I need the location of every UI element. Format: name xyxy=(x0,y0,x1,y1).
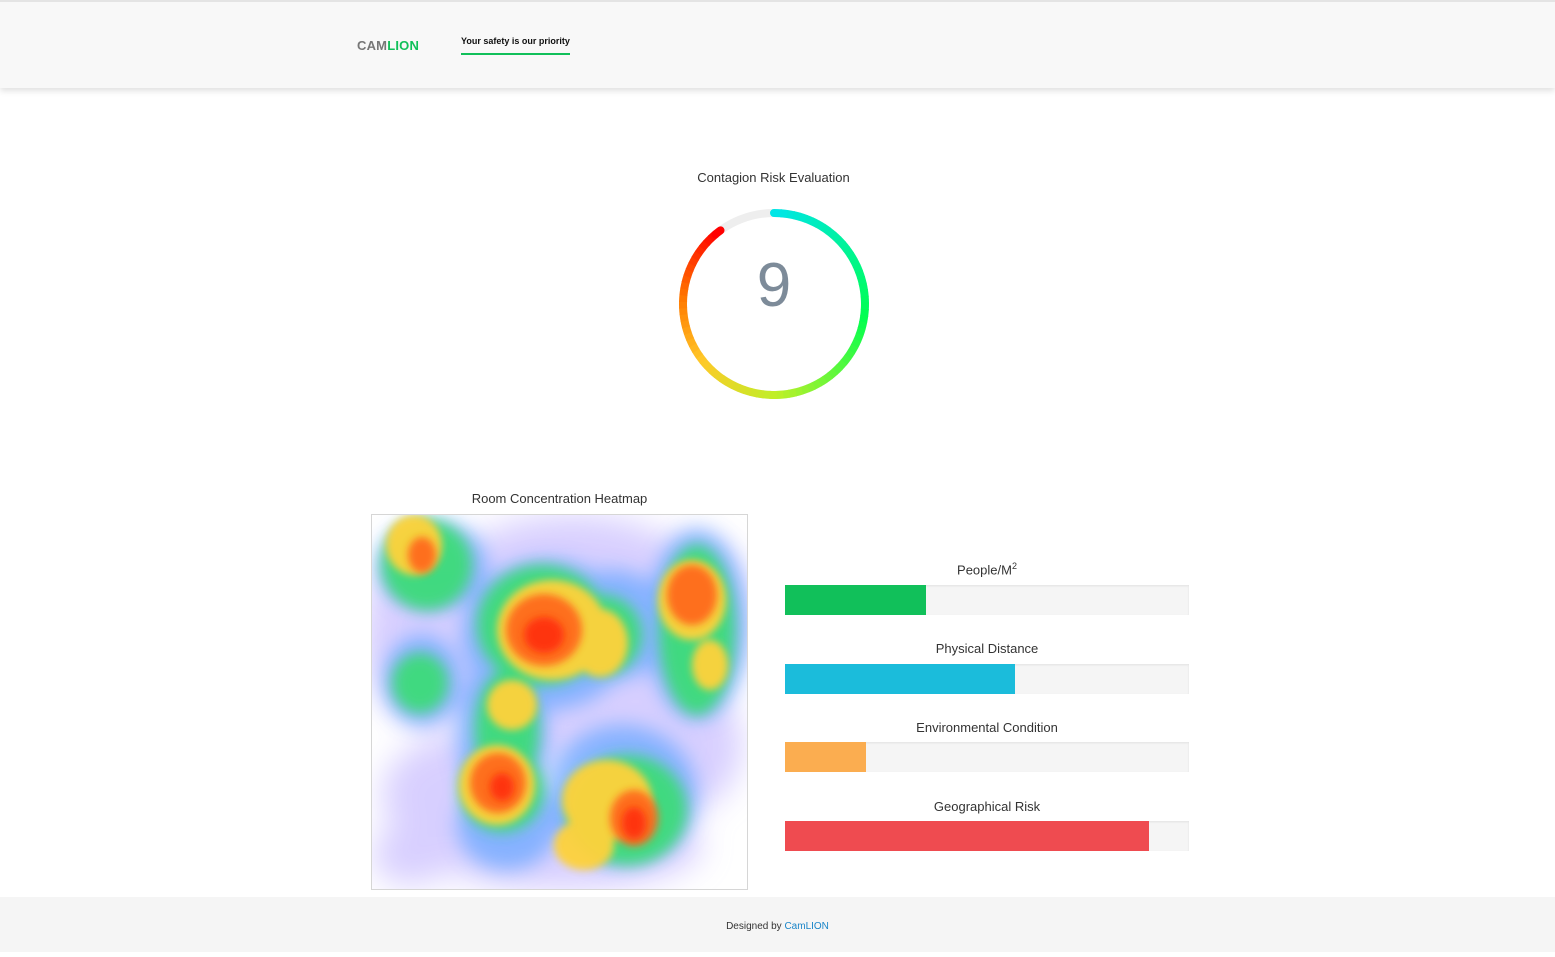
gauge-arc-segment xyxy=(696,350,700,356)
gauge-arc-segment xyxy=(782,394,789,395)
metric-label-geographical-risk: Geographical Risk xyxy=(785,799,1189,814)
brand-part-cam: CAM xyxy=(357,38,387,53)
progress-fill xyxy=(785,821,1149,851)
footer-prefix: Designed by xyxy=(726,921,782,932)
gauge-arc-segment xyxy=(787,214,794,215)
gauge-arc-segment xyxy=(839,362,844,367)
gauge-arc-segment xyxy=(690,339,693,346)
gauge-arc-segment xyxy=(813,383,820,386)
gauge-arc-segment xyxy=(780,213,787,214)
gauge-arc-segment xyxy=(805,219,812,222)
gauge-arc-segment xyxy=(744,390,751,392)
gauge-arc-segment xyxy=(738,388,745,391)
gauge-arc-segment xyxy=(830,371,836,376)
room-heatmap xyxy=(371,514,748,890)
progress-physical-distance xyxy=(785,664,1189,694)
brand-part-lion: LION xyxy=(387,38,419,53)
heatmap-image xyxy=(372,515,748,890)
footer: Designed by CamLION xyxy=(0,897,1555,952)
gauge-arc-segment xyxy=(847,352,851,358)
gauge-arc-segment xyxy=(838,239,843,244)
gauge-arc-segment xyxy=(811,221,818,224)
gauge-arc-segment xyxy=(824,375,830,379)
navbar: CAMLION Your safety is our priority xyxy=(0,0,1555,88)
gauge-arc-segment xyxy=(823,227,829,231)
gauge-arc-segment xyxy=(692,344,696,350)
gauge-arc-segment xyxy=(707,366,712,371)
gauge-arc-segment xyxy=(844,357,849,363)
gauge-arc-segment xyxy=(712,370,718,375)
metric-label-environmental-condition: Environmental Condition xyxy=(785,720,1189,735)
nav-tagline-link[interactable]: Your safety is our priority xyxy=(461,36,570,55)
gauge-arc-segment xyxy=(860,328,862,335)
gauge-arc-segment xyxy=(686,326,688,333)
gauge-arc-segment xyxy=(833,235,838,240)
gauge-arc-segment xyxy=(807,386,814,389)
gauge-arc-segment xyxy=(699,356,703,362)
gauge-arc-segment xyxy=(793,215,800,217)
gauge-arc-segment xyxy=(721,378,727,382)
brand-logo[interactable]: CAMLION xyxy=(357,38,419,53)
metric-label-people-density: People/M2 xyxy=(785,561,1189,577)
progress-people-density xyxy=(785,585,1189,615)
progress-fill xyxy=(785,664,1015,694)
gauge-arc-segment xyxy=(857,334,860,341)
metric-label-physical-distance: Physical Distance xyxy=(785,641,1189,656)
footer-link[interactable]: CamLION xyxy=(784,921,828,932)
gauge-arc-segment xyxy=(851,346,855,352)
gauge-arc-segment xyxy=(703,361,708,367)
gauge-arc-segment xyxy=(688,333,691,340)
risk-score: 9 xyxy=(674,246,874,326)
gauge-arc-segment xyxy=(732,385,739,388)
gauge-arc-segment xyxy=(817,224,823,228)
gauge-arc-segment xyxy=(727,382,733,386)
gauge-arc-segment xyxy=(757,393,764,394)
gauge-arc-segment xyxy=(828,231,834,236)
gauge-arc-segment xyxy=(854,340,857,347)
gauge-arc-segment xyxy=(789,392,796,393)
gauge-arc-segment xyxy=(706,238,711,243)
gauge-arc-segment xyxy=(716,374,722,378)
risk-title: Contagion Risk Evaluation xyxy=(0,170,1547,185)
heatmap-title: Room Concentration Heatmap xyxy=(371,491,748,506)
progress-geographical-risk xyxy=(785,821,1189,851)
progress-fill xyxy=(785,585,926,615)
gauge-arc-segment xyxy=(799,217,806,219)
gauge-arc-segment xyxy=(763,394,770,395)
gauge-arc-segment xyxy=(795,391,802,393)
progress-environmental-condition xyxy=(785,742,1189,772)
gauge-arc-segment xyxy=(801,388,808,390)
gauge-arc-segment xyxy=(819,379,825,383)
progress-fill xyxy=(785,742,866,772)
gauge-arc-segment xyxy=(750,392,757,394)
gauge-arc-segment xyxy=(715,230,720,234)
gauge-arc-segment xyxy=(835,367,840,372)
